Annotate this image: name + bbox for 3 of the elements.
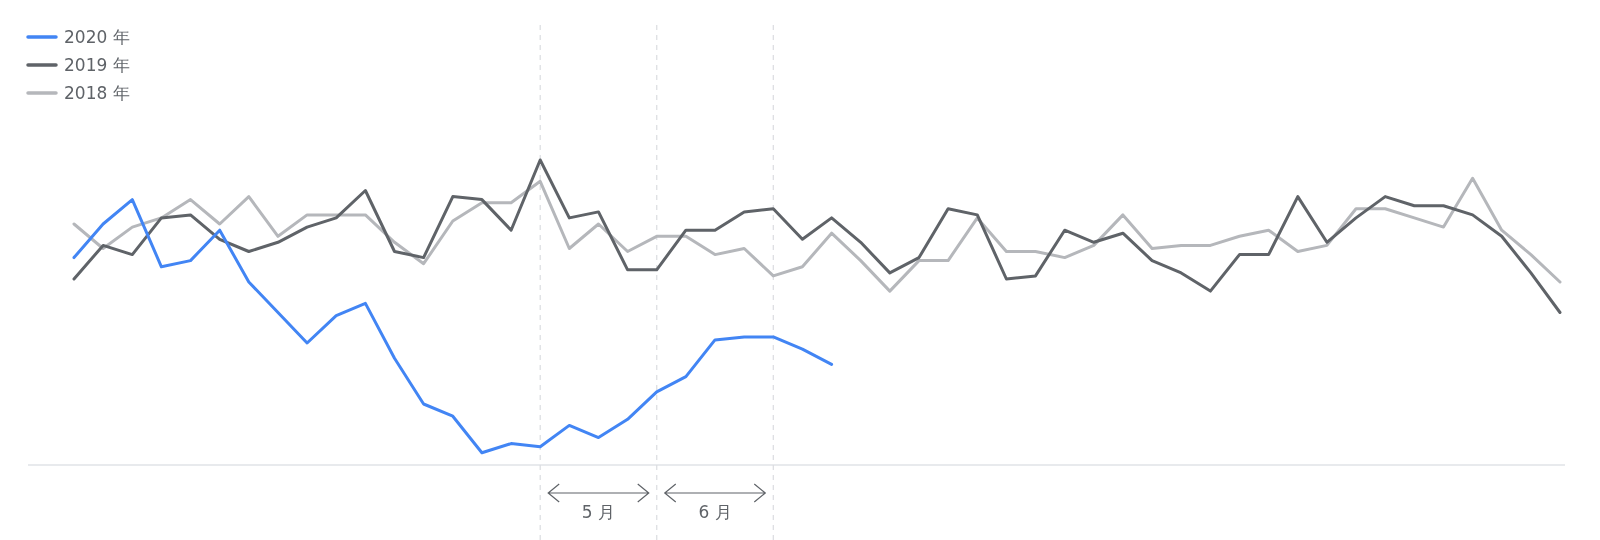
legend-label: 2018 年 xyxy=(64,83,130,103)
legend-label: 2020 年 xyxy=(64,27,130,47)
legend-label: 2019 年 xyxy=(64,55,130,75)
